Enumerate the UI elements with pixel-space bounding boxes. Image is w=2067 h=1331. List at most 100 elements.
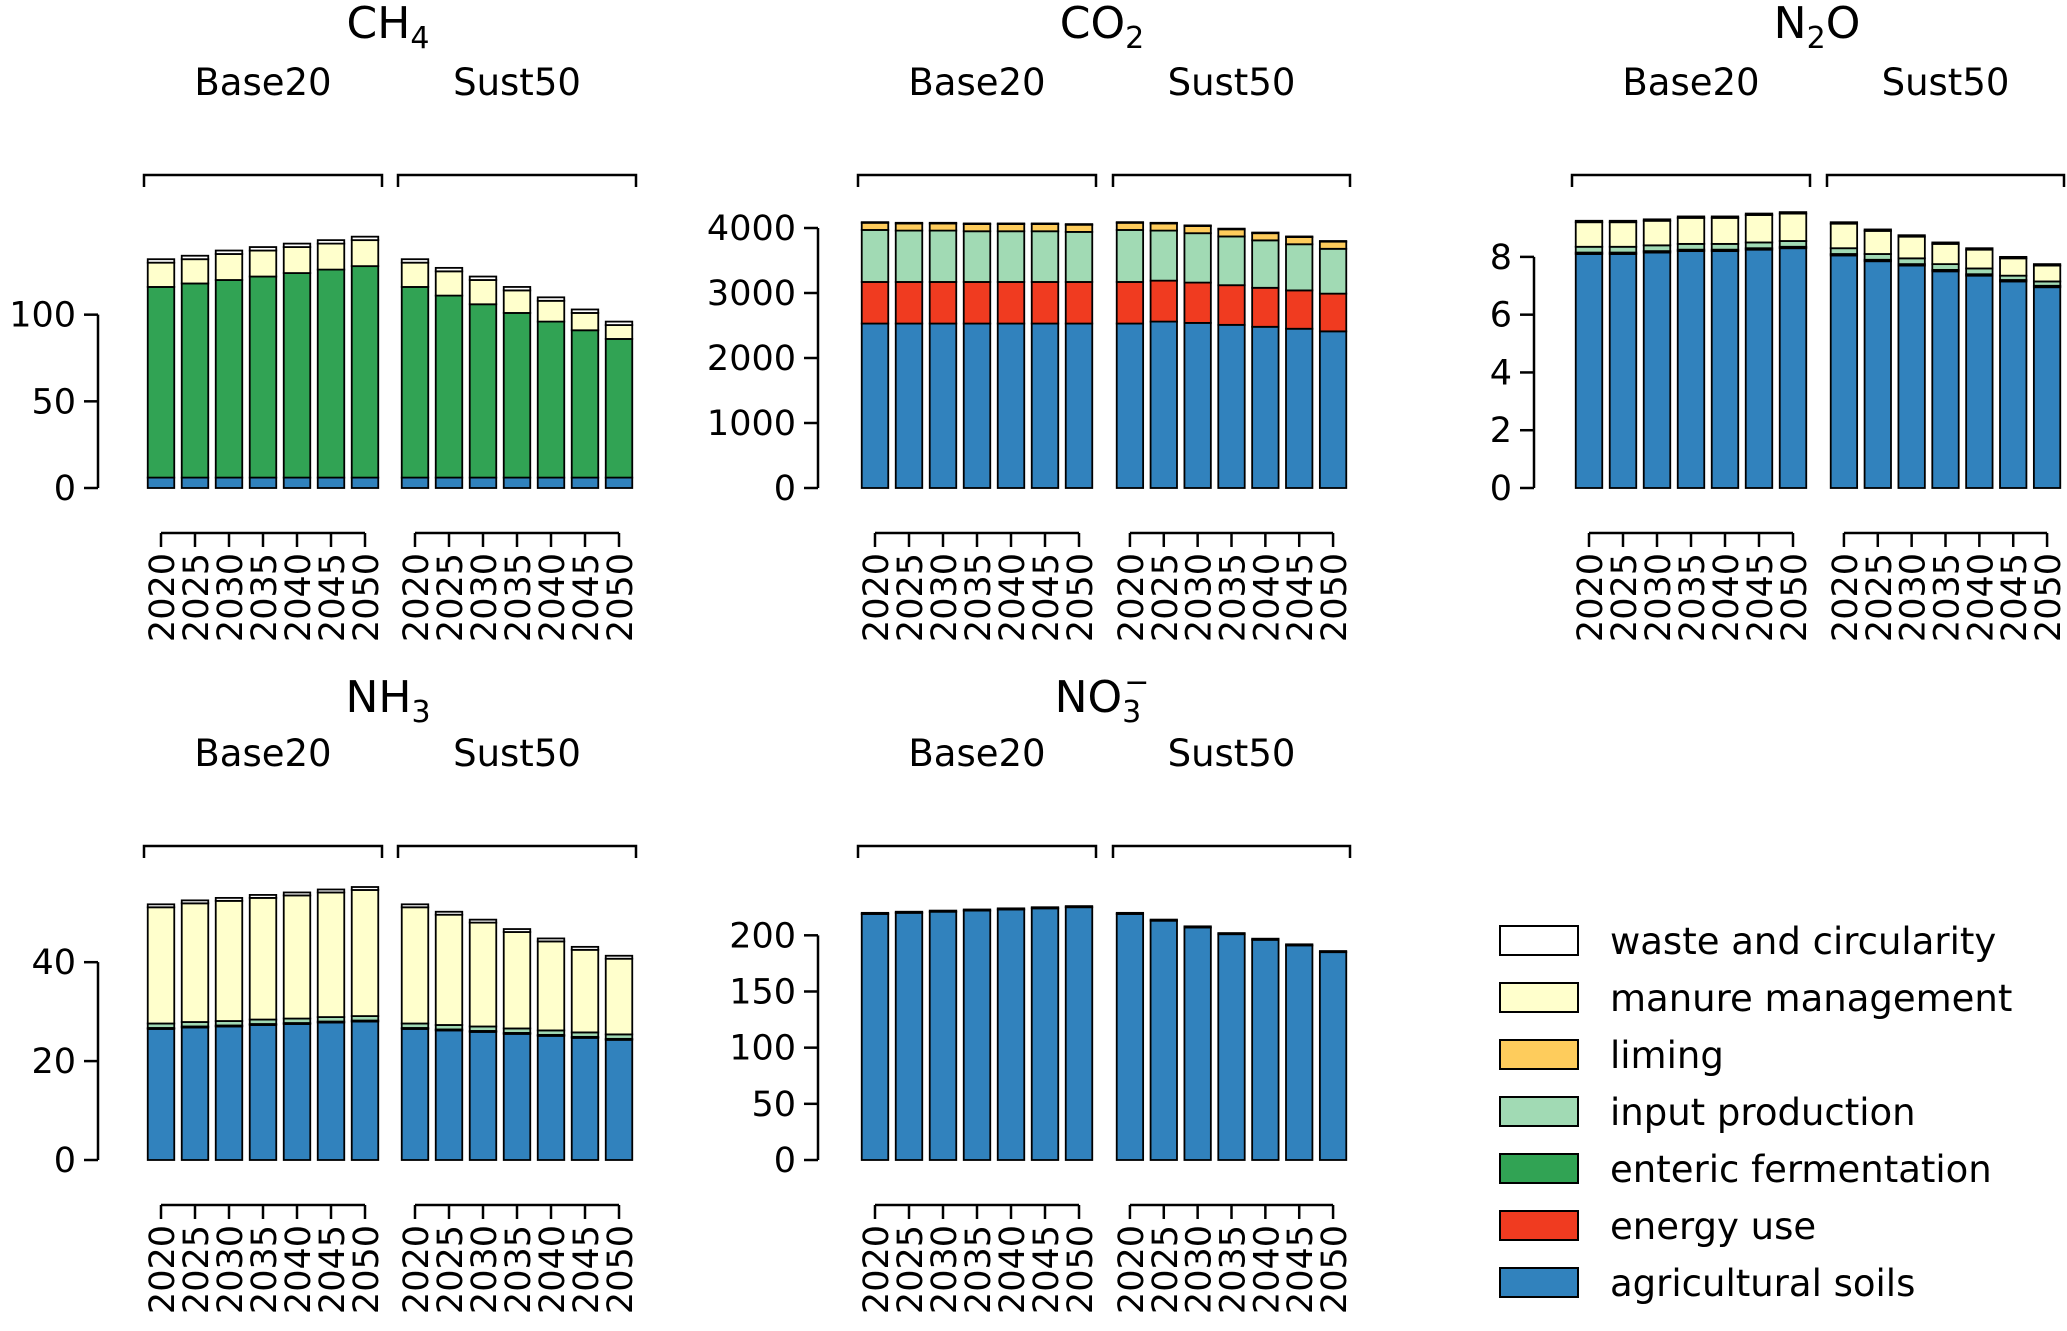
bar-enteric-fermentation-base20-2025 <box>180 282 210 479</box>
bar-waste-and-circularity-base20-2050 <box>1064 905 1094 909</box>
bar-waste-and-circularity-sust50-2030 <box>468 275 498 281</box>
bar-input-production-base20-2020 <box>860 229 890 283</box>
group-label-base20: Base20 <box>908 61 1045 104</box>
bar-enteric-fermentation-base20-2035 <box>248 275 278 479</box>
bar-waste-and-circularity-sust50-2045 <box>1285 235 1314 238</box>
x-tick-label: 2040 <box>993 553 1033 642</box>
x-tick-label: 2035 <box>499 553 539 642</box>
bar-enteric-fermentation-base20-2040 <box>282 272 312 479</box>
legend-label: input production <box>1610 1091 1916 1134</box>
bar-manure-management-base20-2030 <box>1642 219 1672 247</box>
y-tick-label: 4 <box>1490 353 1512 393</box>
y-tick-label: 0 <box>774 469 796 509</box>
bar-waste-and-circularity-sust50-2035 <box>502 928 532 933</box>
bar-energy-use-base20-2040 <box>996 281 1026 325</box>
group-bracket <box>856 173 1098 187</box>
bar-agricultural-soils-base20-2035 <box>248 476 278 489</box>
bar-manure-management-base20-2035 <box>248 249 278 278</box>
bar-waste-and-circularity-base20-2050 <box>350 886 380 891</box>
bar-energy-use-sust50-2035 <box>1217 284 1246 326</box>
bar-waste-and-circularity-sust50-2025 <box>434 266 464 273</box>
bar-agricultural-soils-sust50-2045 <box>1285 944 1314 1161</box>
bar-agricultural-soils-sust50-2020 <box>1115 322 1145 489</box>
bar-waste-and-circularity-sust50-2040 <box>1965 247 1994 251</box>
x-tick-label: 2035 <box>1928 553 1968 642</box>
legend-label: enteric fermentation <box>1610 1148 1992 1191</box>
bar-agricultural-soils-sust50-2050 <box>604 476 634 489</box>
x-tick-label: 2050 <box>1315 553 1355 642</box>
x-tick-label: 2045 <box>1741 553 1781 642</box>
bar-manure-management-sust50-2030 <box>468 279 498 306</box>
bar-agricultural-soils-base20-2025 <box>180 476 210 489</box>
x-tick-label: 2040 <box>279 1225 319 1314</box>
legend-swatch <box>1499 925 1579 956</box>
x-tick-label: 2020 <box>857 1225 897 1314</box>
bar-waste-and-circularity-base20-2050 <box>350 235 380 242</box>
bar-agricultural-soils-sust50-2030 <box>468 1031 498 1161</box>
group-label-sust50: Sust50 <box>1882 61 2010 104</box>
bar-input-production-sust50-2030 <box>1183 232 1212 284</box>
y-tick-label: 0 <box>54 469 76 509</box>
bar-liming-sust50-2040 <box>1251 232 1280 242</box>
x-tick-label: 2025 <box>1860 553 1900 642</box>
bar-agricultural-soils-sust50-2040 <box>1251 938 1280 1161</box>
x-tick-label: 2035 <box>1673 553 1713 642</box>
bar-enteric-fermentation-base20-2050 <box>350 265 380 479</box>
legend-swatch <box>1499 982 1579 1013</box>
group-bracket <box>1111 173 1352 187</box>
bar-agricultural-soils-sust50-2045 <box>1999 280 2028 489</box>
group-label-base20: Base20 <box>908 732 1045 775</box>
bar-agricultural-soils-base20-2035 <box>962 909 992 1161</box>
x-tick-label: 2045 <box>1995 553 2035 642</box>
x-tick-label: 2025 <box>177 1225 217 1314</box>
x-tick-label: 2035 <box>499 1225 539 1314</box>
x-tick-label: 2045 <box>567 1225 607 1314</box>
bar-manure-management-sust50-2020 <box>1829 222 1859 250</box>
bar-manure-management-base20-2020 <box>146 261 176 288</box>
bar-waste-and-circularity-sust50-2045 <box>570 308 600 314</box>
bar-energy-use-base20-2020 <box>860 281 890 325</box>
bar-waste-and-circularity-sust50-2050 <box>1318 950 1348 954</box>
bar-input-production-sust50-2045 <box>1285 243 1314 292</box>
bar-enteric-fermentation-sust50-2050 <box>604 338 634 479</box>
bar-waste-and-circularity-base20-2050 <box>1778 211 1808 215</box>
panel-no3: NO3−050100150200Base20202020252030203520… <box>729 665 1355 1314</box>
y-tick-label: 50 <box>751 1085 796 1125</box>
bar-waste-and-circularity-base20-2020 <box>146 258 176 264</box>
bar-energy-use-base20-2045 <box>1030 281 1060 325</box>
bar-agricultural-soils-base20-2040 <box>996 908 1026 1161</box>
bar-manure-management-sust50-2025 <box>1863 229 1892 255</box>
y-tick-label: 8 <box>1490 238 1512 278</box>
bar-waste-and-circularity-base20-2035 <box>962 908 992 912</box>
bar-waste-and-circularity-sust50-2035 <box>1931 241 1960 245</box>
panel-n2o: N2O02468Base2020202025203020352040204520… <box>1490 0 2067 642</box>
x-tick-label: 2050 <box>1315 1225 1355 1314</box>
x-tick-label: 2040 <box>533 1225 573 1314</box>
y-tick-label: 2 <box>1490 411 1512 451</box>
x-tick-label: 2030 <box>1180 1225 1220 1314</box>
bar-manure-management-sust50-2050 <box>604 957 634 1036</box>
bar-manure-management-sust50-2040 <box>536 299 566 323</box>
legend-swatch <box>1499 1210 1579 1241</box>
bar-waste-and-circularity-sust50-2045 <box>1999 255 2028 260</box>
x-tick-label: 2020 <box>1112 553 1152 642</box>
bar-agricultural-soils-sust50-2040 <box>1965 274 1994 489</box>
bar-agricultural-soils-base20-2025 <box>894 911 924 1161</box>
panel-nh3: NH302040Base2020202025203020352040204520… <box>31 672 641 1314</box>
bar-liming-base20-2045 <box>1030 223 1060 233</box>
bar-enteric-fermentation-sust50-2040 <box>536 320 566 479</box>
bar-agricultural-soils-base20-2030 <box>1642 251 1672 489</box>
bar-waste-and-circularity-sust50-2035 <box>1217 932 1246 936</box>
chart-panels: CH4050100Base202020202520302035204020452… <box>9 0 2067 1314</box>
bar-manure-management-sust50-2045 <box>570 312 600 332</box>
x-tick-label: 2025 <box>1605 553 1645 642</box>
bar-waste-and-circularity-base20-2045 <box>1744 212 1774 216</box>
x-tick-label: 2050 <box>1061 553 1101 642</box>
panel-title: N2O <box>1774 0 1861 56</box>
bar-agricultural-soils-base20-2030 <box>928 910 958 1161</box>
legend-label: energy use <box>1610 1205 1816 1248</box>
bar-waste-and-circularity-base20-2020 <box>146 903 176 909</box>
bar-manure-management-base20-2050 <box>350 889 380 1017</box>
bar-energy-use-sust50-2040 <box>1251 286 1280 328</box>
bar-agricultural-soils-sust50-2020 <box>400 1028 430 1161</box>
